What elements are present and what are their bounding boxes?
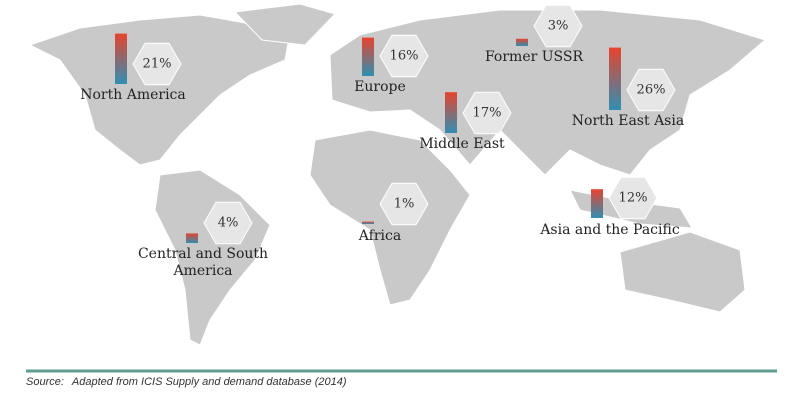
- bar: [516, 38, 528, 46]
- hexagon: [533, 4, 583, 48]
- bar: [186, 233, 198, 243]
- value-label: 12%: [619, 191, 648, 206]
- value-label: 21%: [143, 57, 172, 72]
- continents: [28, 3, 767, 346]
- source-label: Source:: [26, 376, 64, 388]
- value-label: 3%: [548, 19, 569, 34]
- bar: [362, 221, 374, 224]
- region-label: Middle East: [419, 136, 505, 152]
- bar: [362, 37, 374, 76]
- hexagon: [608, 176, 658, 220]
- value-label: 16%: [390, 49, 419, 64]
- hexagon: [626, 68, 676, 112]
- value-label: 26%: [637, 83, 666, 98]
- hexagon: [203, 201, 253, 245]
- value-label: 1%: [394, 197, 415, 212]
- bar: [591, 189, 603, 218]
- region-label: Europe: [354, 79, 406, 95]
- region-label: Former USSR: [484, 49, 584, 65]
- bar: [445, 92, 457, 133]
- bar: [609, 47, 621, 110]
- source-note: Source: Adapted from ICIS Supply and dema…: [26, 376, 347, 388]
- hexagon: [379, 34, 429, 78]
- region-label: North East Asia: [571, 113, 685, 129]
- value-label: 4%: [218, 216, 239, 231]
- hexagon: [379, 182, 429, 226]
- region-label: Central and South America: [137, 246, 269, 279]
- bar: [115, 33, 127, 84]
- hexagon: [132, 42, 182, 86]
- source-text: Adapted from ICIS Supply and demand data…: [71, 376, 347, 388]
- region-label: Asia and the Pacific: [540, 222, 680, 238]
- region-label: Africa: [358, 228, 402, 244]
- region-label: North America: [80, 87, 186, 103]
- hexagon: [462, 91, 512, 135]
- value-label: 17%: [473, 106, 502, 121]
